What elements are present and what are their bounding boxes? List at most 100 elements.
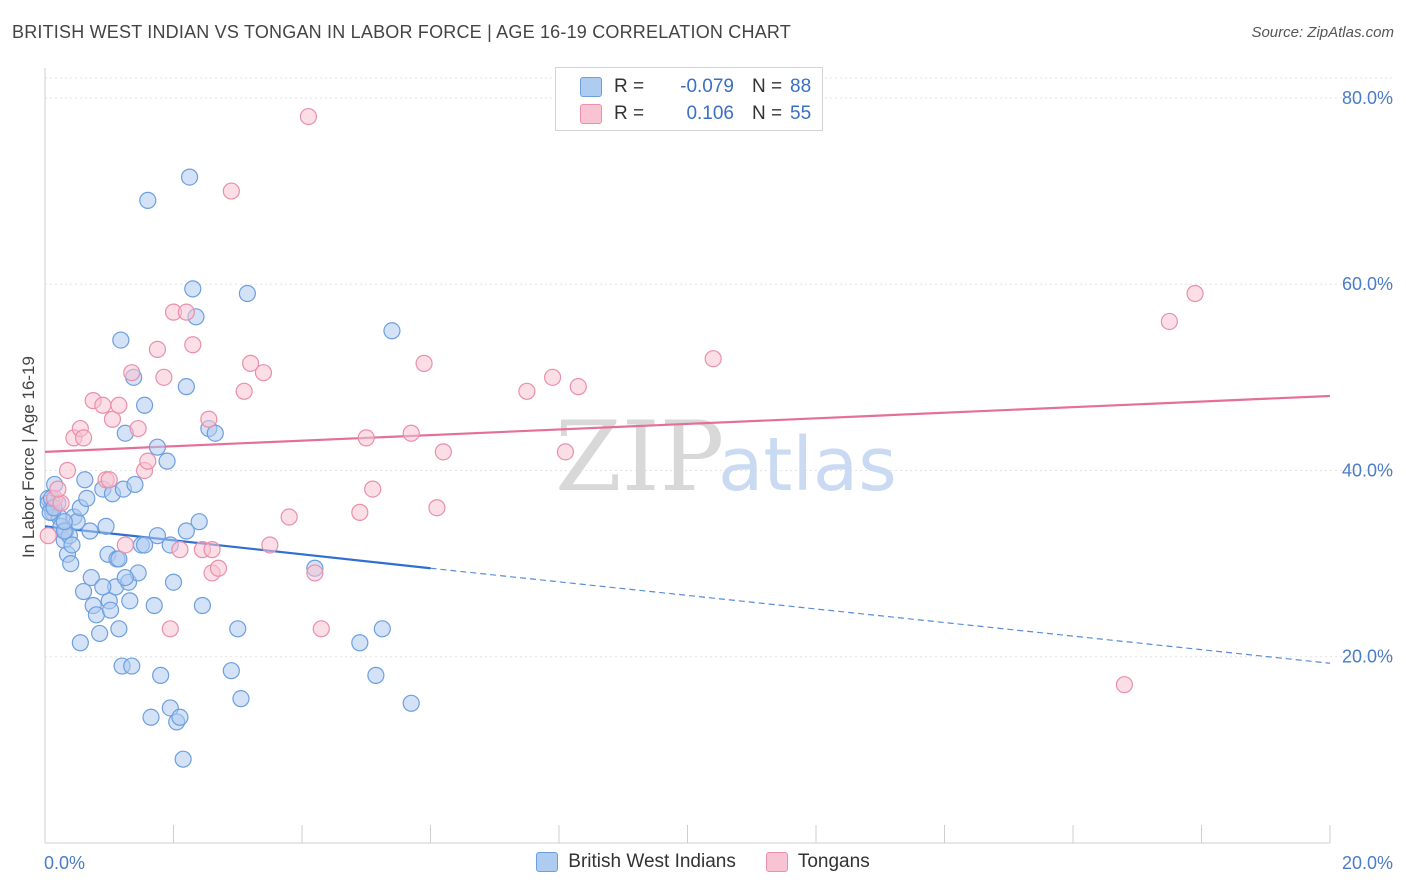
data-point [52, 494, 70, 512]
data-point [203, 541, 221, 559]
data-point [123, 657, 141, 675]
r-label: R = [614, 76, 645, 97]
data-point [367, 666, 385, 684]
n-label: N = [752, 76, 783, 97]
n-value: 55 [790, 103, 812, 124]
y-tick-label: 20.0% [1342, 647, 1393, 667]
data-point [142, 708, 160, 726]
data-point [97, 517, 115, 535]
data-point [161, 620, 179, 638]
data-point [174, 750, 192, 768]
y-tick-label: 60.0% [1342, 274, 1393, 294]
data-point [402, 694, 420, 712]
data-point [135, 396, 154, 414]
y-tick-label: 80.0% [1342, 88, 1393, 108]
data-point [357, 429, 375, 447]
data-point [39, 527, 57, 545]
data-point [110, 396, 128, 414]
blue-swatch [536, 852, 559, 872]
data-point [100, 471, 118, 489]
data-point [148, 438, 167, 456]
data-point [242, 354, 260, 372]
data-point [123, 364, 141, 382]
data-point [94, 578, 112, 596]
data-point [299, 107, 318, 126]
data-point [184, 280, 202, 298]
data-point [148, 340, 167, 358]
data-point [55, 513, 73, 531]
legend-row-tongans: R = 0.106 N = 55 [580, 101, 811, 127]
n-label: N = [752, 103, 783, 124]
series-tongans [39, 107, 1204, 694]
data-point [518, 382, 536, 400]
legend-label: Tongans [797, 851, 870, 872]
r-value: -0.079 [680, 76, 734, 97]
data-point [129, 419, 147, 438]
data-point [209, 559, 228, 577]
legend-item-tongans[interactable]: Tongans [765, 851, 870, 873]
data-point [116, 568, 134, 587]
data-point [139, 452, 157, 470]
data-point [232, 690, 250, 708]
data-point [112, 331, 130, 349]
data-point [402, 424, 420, 442]
data-point [135, 536, 154, 554]
data-point [158, 452, 176, 470]
data-point [126, 475, 144, 494]
data-point [306, 564, 324, 582]
watermark: ZIP atlas [555, 401, 897, 513]
data-point [206, 424, 224, 442]
data-point [190, 513, 208, 531]
data-point [1115, 676, 1134, 694]
y-axis-label: In Labor Force | Age 16-19 [19, 356, 38, 558]
data-point [63, 536, 81, 554]
series-legend: British West Indians Tongans [0, 851, 1406, 873]
data-point [704, 350, 722, 368]
data-point [351, 634, 369, 652]
data-point [116, 536, 134, 554]
data-point [152, 666, 170, 684]
tick-labels: 20.0% 40.0% 60.0% 80.0% 0.0% 20.0% In Labor Fo… [19, 88, 1393, 873]
chart-title: BRITISH WEST INDIAN VS TONGAN IN LABOR F… [12, 22, 791, 42]
data-point [76, 471, 94, 489]
data-point [1186, 284, 1204, 303]
data-point [164, 573, 183, 591]
data-point [71, 634, 89, 652]
data-point [145, 596, 163, 615]
data-point [222, 182, 240, 200]
x-tick-label: 0.0% [44, 853, 85, 873]
data-point [1160, 312, 1178, 331]
data-point [254, 364, 273, 382]
legend-row-british-west-indians: R = -0.079 N = 88 [580, 74, 811, 100]
data-point [74, 582, 93, 601]
data-point [556, 443, 575, 461]
pink-swatch [580, 104, 602, 124]
data-point [155, 368, 173, 386]
x-tick-label: 20.0% [1342, 853, 1393, 873]
data-point [180, 168, 199, 186]
data-point [184, 336, 202, 354]
data-point [101, 601, 120, 619]
data-point [364, 480, 382, 498]
correlation-legend: R = -0.079 N = 88 R = 0.106 N = 55 [555, 67, 823, 131]
trend-line-tongans [44, 394, 1331, 453]
data-point [428, 499, 446, 517]
blue-swatch [580, 77, 602, 97]
data-point [415, 354, 433, 372]
axes [44, 68, 1331, 844]
data-point [177, 378, 195, 396]
data-point [280, 508, 298, 526]
legend-item-british-west-indians[interactable]: British West Indians [536, 851, 736, 873]
data-point [58, 461, 77, 480]
data-point [434, 443, 452, 461]
data-point [74, 429, 93, 447]
data-point [238, 284, 256, 303]
watermark-atlas: atlas [718, 422, 897, 508]
watermark-zip: ZIP [555, 401, 724, 513]
data-point [82, 568, 100, 587]
data-points [39, 107, 1204, 768]
r-label: R = [614, 103, 645, 124]
data-point [177, 522, 195, 540]
data-point [49, 480, 67, 498]
